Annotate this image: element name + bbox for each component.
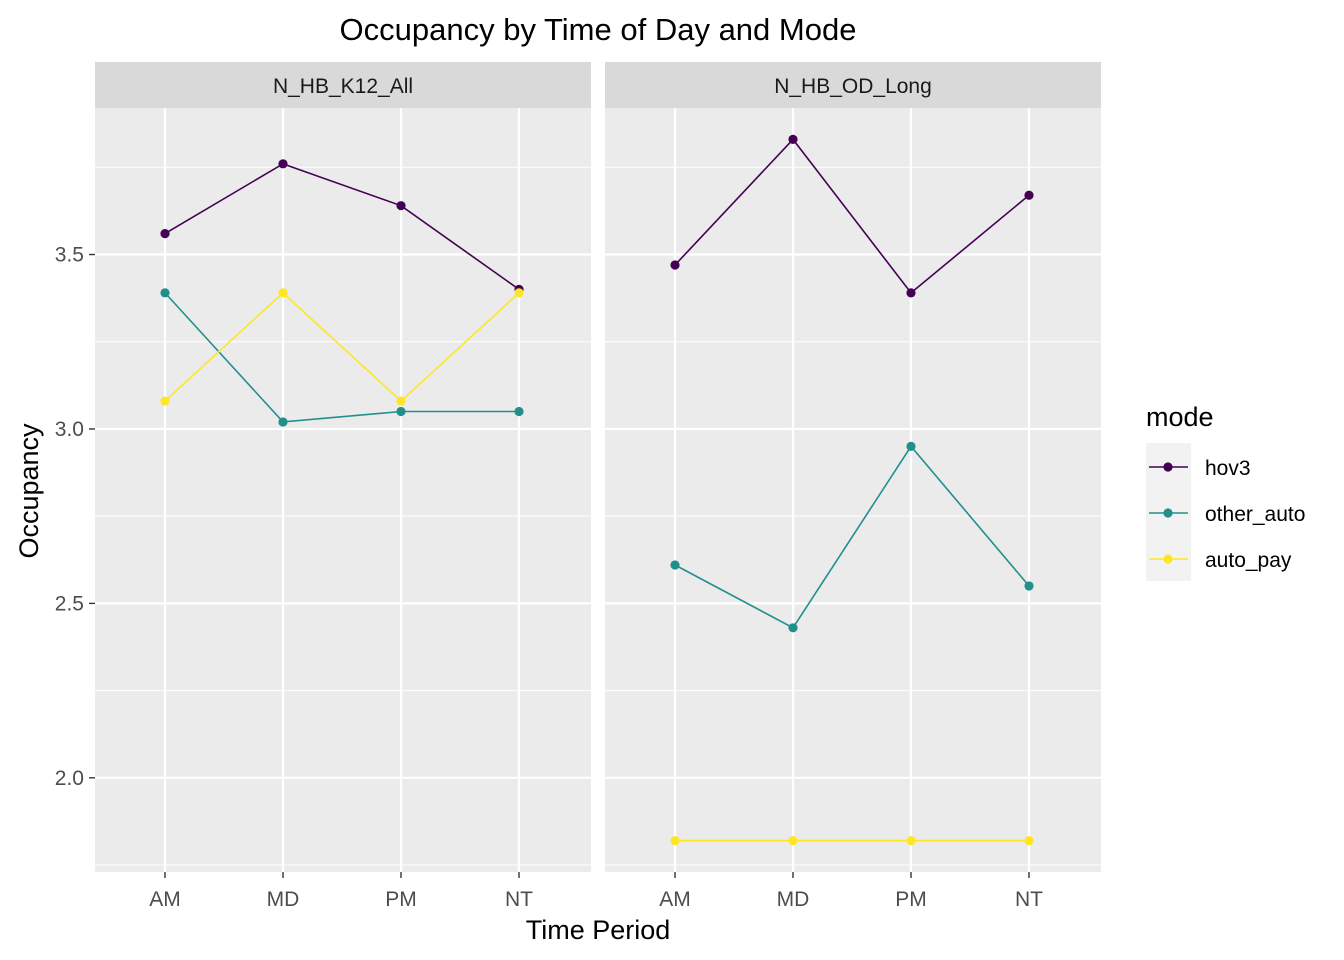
legend-keys: hov3 other_auto auto_pay	[1146, 443, 1305, 581]
series-line-auto_pay	[164, 291, 520, 403]
data-point-auto_pay	[278, 288, 288, 298]
facet-strip-label: N_HB_K12_All	[273, 75, 413, 98]
y-tick-label: 2.5	[55, 592, 84, 615]
data-point-auto_pay	[514, 288, 524, 298]
data-point-other_auto	[788, 623, 798, 633]
y-tick-label: 2.0	[55, 767, 84, 790]
data-point-other_auto	[670, 560, 680, 570]
data-point-auto_pay	[396, 396, 406, 406]
legend: mode hov3 other_auto auto_pay	[1146, 402, 1305, 581]
data-point-hov3	[906, 288, 916, 298]
y-axis-title: Occupancy	[14, 423, 44, 559]
data-point-other_auto	[906, 441, 916, 451]
y-axis: 2.0 2.5 3.0 3.5	[55, 244, 95, 790]
data-point-hov3	[396, 201, 406, 211]
data-point-auto_pay	[906, 836, 916, 846]
x-axis-title: Time Period	[526, 915, 671, 945]
series-line-other_auto	[674, 445, 1030, 629]
legend-key-point	[1163, 462, 1173, 472]
data-point-hov3	[670, 260, 680, 270]
legend-title: mode	[1146, 402, 1214, 432]
data-point-hov3	[160, 228, 170, 239]
data-point-hov3	[788, 134, 798, 144]
facet-panel: N_HB_OD_Long AM MD PM NT	[605, 62, 1101, 911]
chart-title: Occupancy by Time of Day and Mode	[340, 12, 857, 47]
data-point-other_auto	[278, 417, 288, 427]
data-point-auto_pay	[788, 836, 798, 846]
legend-label-other_auto: other_auto	[1205, 503, 1305, 526]
data-point-other_auto	[514, 406, 524, 417]
x-tick-label: MD	[777, 888, 810, 911]
data-point-auto_pay	[160, 396, 170, 406]
legend-label-auto_pay: auto_pay	[1205, 549, 1292, 572]
facet-panel: N_HB_K12_All AM MD PM NT	[95, 62, 591, 911]
panel-background	[605, 108, 1101, 872]
x-tick-label: NT	[505, 888, 533, 911]
data-point-other_auto	[1024, 581, 1034, 591]
data-point-other_auto	[160, 288, 170, 298]
panel-background	[95, 108, 591, 872]
x-tick-label: AM	[659, 888, 691, 911]
series-line-hov3	[674, 138, 1030, 295]
x-tick-label: MD	[267, 888, 300, 911]
data-point-hov3	[278, 159, 288, 169]
facet-strip	[605, 62, 1101, 108]
series-line-hov3	[164, 162, 520, 291]
legend-label-hov3: hov3	[1205, 457, 1251, 480]
y-tick-label: 3.5	[55, 244, 84, 267]
x-tick-label: NT	[1015, 888, 1043, 911]
data-point-hov3	[1024, 190, 1034, 200]
x-tick-label: PM	[385, 888, 417, 911]
data-point-auto_pay	[1024, 836, 1034, 846]
facet-strip-label: N_HB_OD_Long	[774, 75, 932, 98]
facet-panels: N_HB_K12_All AM MD PM NT N_HB_OD_Long AM MD PM NT	[95, 62, 1101, 911]
legend-key-point	[1163, 508, 1173, 518]
series-line-other_auto	[164, 292, 519, 423]
y-tick-label: 3.0	[55, 418, 84, 441]
data-point-auto_pay	[670, 836, 680, 846]
facet-strip	[95, 62, 591, 108]
data-point-other_auto	[396, 406, 406, 417]
legend-key-point	[1163, 554, 1173, 564]
x-tick-label: PM	[895, 888, 927, 911]
x-tick-label: AM	[149, 888, 181, 911]
